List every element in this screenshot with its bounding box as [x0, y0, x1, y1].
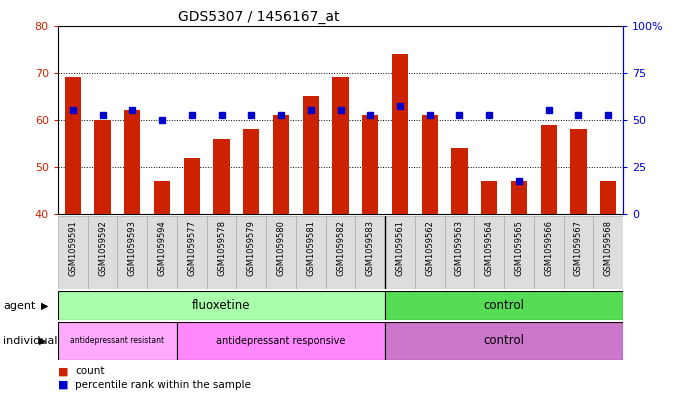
Bar [177, 322, 385, 360]
Text: GSM1059578: GSM1059578 [217, 220, 226, 276]
Text: GSM1059583: GSM1059583 [366, 220, 375, 276]
Bar [534, 216, 564, 289]
Text: ■: ■ [58, 366, 68, 376]
Text: GSM1059561: GSM1059561 [396, 220, 405, 275]
Bar [452, 148, 468, 214]
Bar [422, 115, 438, 214]
Bar [124, 110, 140, 214]
Text: GSM1059577: GSM1059577 [187, 220, 196, 276]
Text: ▶: ▶ [39, 336, 46, 346]
Text: antidepressant responsive: antidepressant responsive [217, 336, 346, 346]
Bar [326, 216, 355, 289]
Bar [332, 77, 349, 214]
Text: ▶: ▶ [41, 301, 48, 310]
Text: GSM1059579: GSM1059579 [247, 220, 256, 275]
Bar [362, 115, 379, 214]
Bar [236, 216, 266, 289]
Text: GSM1059565: GSM1059565 [514, 220, 524, 275]
Text: fluoxetine: fluoxetine [192, 299, 251, 312]
Text: control: control [484, 334, 524, 347]
Text: agent: agent [3, 301, 36, 310]
Text: ■: ■ [58, 380, 68, 390]
Bar [600, 181, 616, 214]
Bar [302, 96, 319, 214]
Text: antidepressant resistant: antidepressant resistant [70, 336, 164, 345]
Bar [355, 216, 385, 289]
Bar [564, 216, 593, 289]
Text: GSM1059568: GSM1059568 [604, 220, 613, 276]
Bar [206, 216, 236, 289]
Bar [154, 181, 170, 214]
Bar [213, 139, 229, 214]
Bar [88, 216, 117, 289]
Bar [475, 216, 504, 289]
Bar [385, 291, 623, 320]
Bar [415, 216, 445, 289]
Text: percentile rank within the sample: percentile rank within the sample [75, 380, 251, 390]
Text: control: control [484, 299, 524, 312]
Bar [504, 216, 534, 289]
Bar [296, 216, 326, 289]
Bar [95, 120, 111, 214]
Bar [184, 158, 200, 214]
Text: GSM1059566: GSM1059566 [544, 220, 553, 276]
Text: GDS5307 / 1456167_at: GDS5307 / 1456167_at [178, 10, 340, 24]
Text: GSM1059582: GSM1059582 [336, 220, 345, 275]
Bar [541, 125, 557, 214]
Text: GSM1059567: GSM1059567 [574, 220, 583, 276]
Text: GSM1059594: GSM1059594 [157, 220, 167, 275]
Text: GSM1059563: GSM1059563 [455, 220, 464, 276]
Text: GSM1059580: GSM1059580 [276, 220, 285, 275]
Bar [570, 129, 586, 214]
Text: GSM1059564: GSM1059564 [485, 220, 494, 275]
Bar [58, 322, 177, 360]
Text: count: count [75, 366, 104, 376]
Text: GSM1059562: GSM1059562 [425, 220, 434, 275]
Bar [445, 216, 475, 289]
Bar [385, 322, 623, 360]
Bar [273, 115, 289, 214]
Text: GSM1059593: GSM1059593 [128, 220, 137, 275]
Bar [385, 216, 415, 289]
Bar [481, 181, 497, 214]
Text: individual: individual [3, 336, 58, 346]
Bar [593, 216, 623, 289]
Text: GSM1059591: GSM1059591 [68, 220, 77, 275]
Bar [177, 216, 206, 289]
Bar [65, 77, 81, 214]
Bar [392, 54, 408, 214]
Bar [58, 291, 385, 320]
Bar [511, 181, 527, 214]
Bar [243, 129, 259, 214]
Text: GSM1059592: GSM1059592 [98, 220, 107, 275]
Bar [266, 216, 296, 289]
Bar [58, 216, 88, 289]
Text: GSM1059581: GSM1059581 [306, 220, 315, 275]
Bar [147, 216, 177, 289]
Bar [117, 216, 147, 289]
